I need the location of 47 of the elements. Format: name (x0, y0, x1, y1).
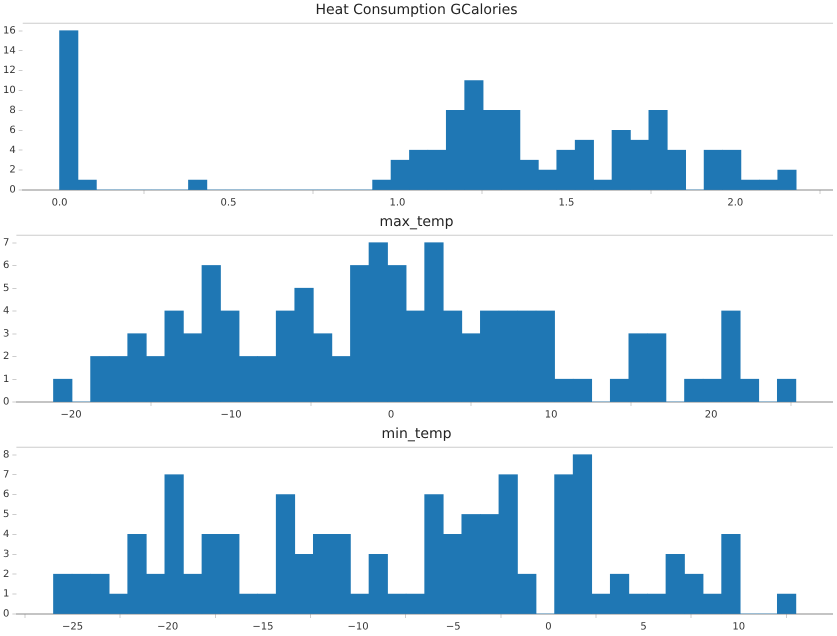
y-tick-label: 3 (2, 328, 10, 340)
chart-title: Heat Consumption GCalories (315, 2, 518, 18)
x-tick-label: −10 (220, 410, 242, 421)
x-tick-label: −25 (62, 622, 84, 633)
chart-title: max_temp (379, 214, 454, 230)
x-tick-label: −15 (252, 622, 274, 633)
y-tick-label: 1 (2, 588, 10, 600)
y-tick-label: 8 (9, 104, 16, 116)
chart-title: min_temp (381, 426, 452, 442)
x-tick-label: 0.5 (220, 198, 236, 209)
y-tick-label: 5 (2, 282, 10, 294)
x-tick-label: −20 (60, 410, 82, 421)
x-tick-label: −10 (348, 622, 369, 633)
y-tick-label: 2 (2, 351, 10, 362)
x-tick-label: 10 (732, 622, 746, 633)
x-tick-label: −20 (157, 622, 178, 633)
x-tick-label: 5 (640, 622, 647, 633)
x-tick-label: 1.5 (558, 198, 574, 209)
y-tick-label: 4 (9, 144, 16, 156)
y-tick-label: 8 (2, 449, 10, 460)
y-tick-label: 0 (2, 608, 10, 620)
y-tick-label: 3 (2, 548, 10, 560)
y-tick-label: 0 (2, 396, 10, 408)
x-tick-label: 20 (704, 410, 718, 421)
y-tick-label: 16 (2, 25, 16, 36)
y-tick-label: 6 (9, 124, 16, 136)
y-tick-label: 4 (2, 528, 10, 540)
y-tick-label: 0 (9, 184, 16, 196)
y-tick-label: 7 (2, 237, 10, 248)
y-tick-label: 7 (2, 469, 10, 480)
x-tick-label: 10 (544, 410, 558, 421)
y-tick-label: 6 (2, 489, 10, 500)
y-tick-label: 1 (2, 374, 10, 385)
y-tick-label: 4 (2, 306, 10, 317)
x-tick-label: 0 (388, 410, 394, 421)
x-tick-label: 1.0 (390, 198, 406, 209)
y-tick-label: 14 (2, 45, 16, 56)
y-tick-label: 12 (2, 65, 16, 76)
x-tick-label: 0 (545, 622, 552, 633)
y-tick-label: 10 (2, 85, 16, 96)
y-tick-label: 2 (2, 568, 10, 580)
y-tick-label: 2 (9, 164, 16, 176)
y-tick-label: 5 (2, 509, 10, 520)
x-tick-label: −5 (446, 622, 461, 633)
y-tick-label: 6 (2, 260, 10, 272)
x-tick-label: 0.0 (52, 198, 68, 209)
x-tick-label: 2.0 (727, 198, 744, 209)
